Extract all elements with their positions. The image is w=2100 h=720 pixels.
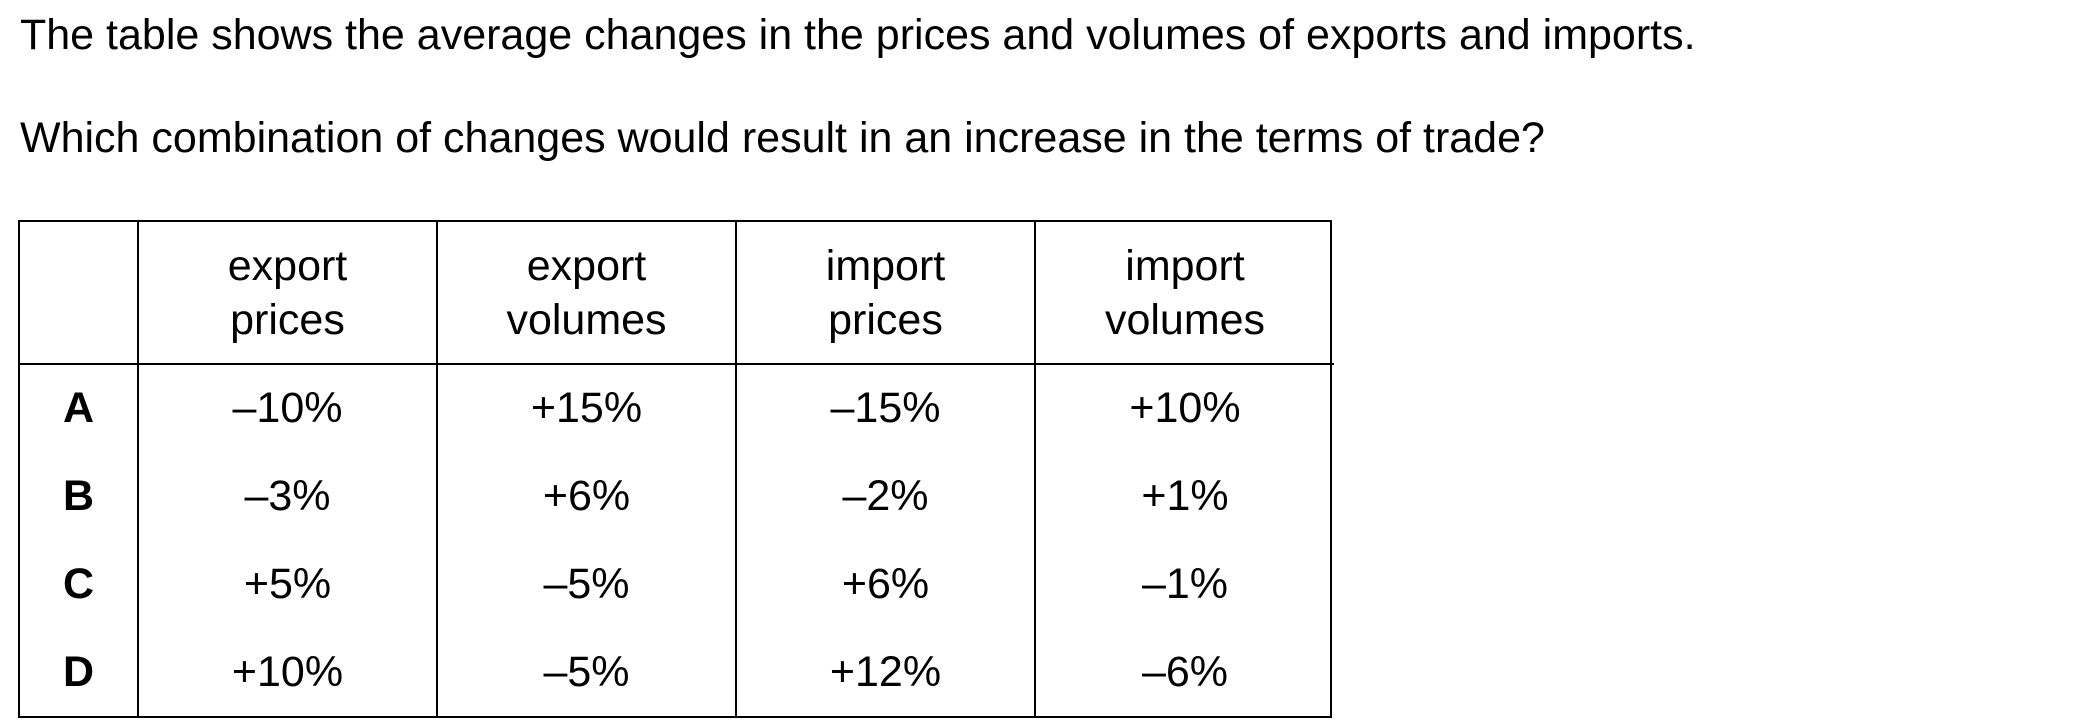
table-cell: +10% xyxy=(1034,364,1334,452)
table-cell: +1% xyxy=(1034,452,1334,540)
table-row: D +10% –5% +12% –6% xyxy=(20,628,1334,716)
table-cell: –5% xyxy=(436,628,736,716)
table-cell: +6% xyxy=(735,540,1035,628)
table-cell: +10% xyxy=(137,628,437,716)
question-intro: The table shows the average changes in t… xyxy=(20,11,1696,59)
header-line: prices xyxy=(230,295,345,344)
table-row: A –10% +15% –15% +10% xyxy=(20,364,1334,452)
data-table: export prices export volumes import pric… xyxy=(18,220,1334,718)
table-cell: –10% xyxy=(137,364,437,452)
table-cell: –3% xyxy=(137,452,437,540)
table-cell: +6% xyxy=(436,452,736,540)
table-header-row: export prices export volumes import pric… xyxy=(20,222,1334,365)
row-label: D xyxy=(62,647,95,696)
header-line: export xyxy=(526,241,647,290)
table-cell: –2% xyxy=(735,452,1035,540)
header-line: import xyxy=(825,241,946,290)
table-cell: –15% xyxy=(735,364,1035,452)
header-line: export xyxy=(227,241,348,290)
header-line: prices xyxy=(828,295,943,344)
question-prompt: Which combination of changes would resul… xyxy=(20,114,1545,162)
row-label: B xyxy=(62,471,95,520)
header-line: import xyxy=(1125,241,1245,290)
row-label: A xyxy=(62,384,95,432)
column-header-import-volumes: import volumes xyxy=(1034,222,1334,365)
table-cell: –5% xyxy=(436,540,736,628)
header-line: volumes xyxy=(1104,295,1266,344)
table-row: C +5% –5% +6% –1% xyxy=(20,540,1334,628)
table-cell: +15% xyxy=(436,364,736,452)
row-label: C xyxy=(62,559,95,608)
table-cell: –1% xyxy=(1034,540,1334,628)
column-header-import-prices: import prices xyxy=(735,222,1035,365)
column-header-export-volumes: export volumes xyxy=(436,222,736,365)
table-cell: –6% xyxy=(1034,628,1334,716)
column-header-export-prices: export prices xyxy=(137,222,437,365)
table-cell: +12% xyxy=(735,628,1035,716)
table-row: B –3% +6% –2% +1% xyxy=(20,452,1334,540)
header-line: volumes xyxy=(506,295,667,344)
empty-corner-cell xyxy=(20,222,138,365)
table-cell: +5% xyxy=(137,540,437,628)
